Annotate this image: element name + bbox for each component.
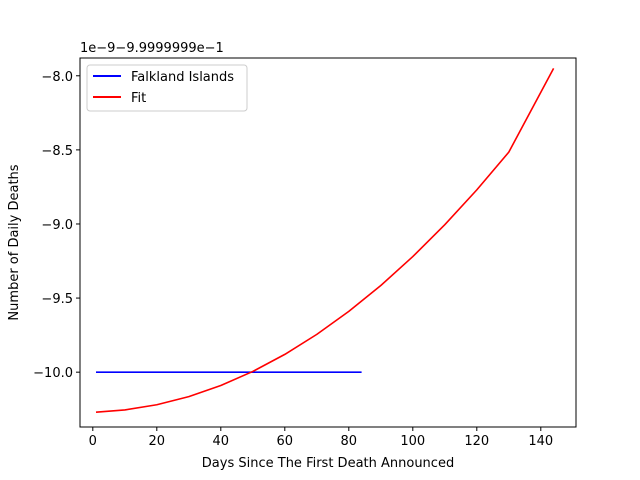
y-tick-label: −10.0 bbox=[33, 366, 73, 381]
axes-frame bbox=[79, 57, 577, 428]
x-tick-label: 40 bbox=[213, 434, 230, 449]
series-line-fit bbox=[95, 67, 555, 413]
y-tick-label: −8.5 bbox=[41, 144, 73, 159]
y-offset-label: 1e−9−9.9999999e−1 bbox=[80, 41, 224, 56]
x-tick-label: 20 bbox=[149, 434, 166, 449]
y-tick-label: −9.0 bbox=[41, 218, 73, 233]
x-axis-label: Days Since The First Death Announced bbox=[202, 456, 454, 471]
x-tick-label: 80 bbox=[341, 434, 358, 449]
x-tick-label: 0 bbox=[89, 434, 97, 449]
legend-label-fit: Fit bbox=[131, 91, 146, 106]
y-tick-label: −8.0 bbox=[41, 70, 73, 85]
legend-frame bbox=[86, 64, 248, 112]
x-tick-label: 100 bbox=[400, 434, 425, 449]
y-axis-label: Number of Daily Deaths bbox=[7, 164, 22, 320]
x-tick-label: 120 bbox=[464, 434, 489, 449]
y-tick-label: −9.5 bbox=[41, 292, 73, 307]
legend: Falkland Islands Fit bbox=[86, 64, 248, 112]
legend-label-falkland-islands: Falkland Islands bbox=[131, 70, 234, 85]
x-tick-label: 60 bbox=[277, 434, 294, 449]
x-tick-label: 140 bbox=[528, 434, 553, 449]
